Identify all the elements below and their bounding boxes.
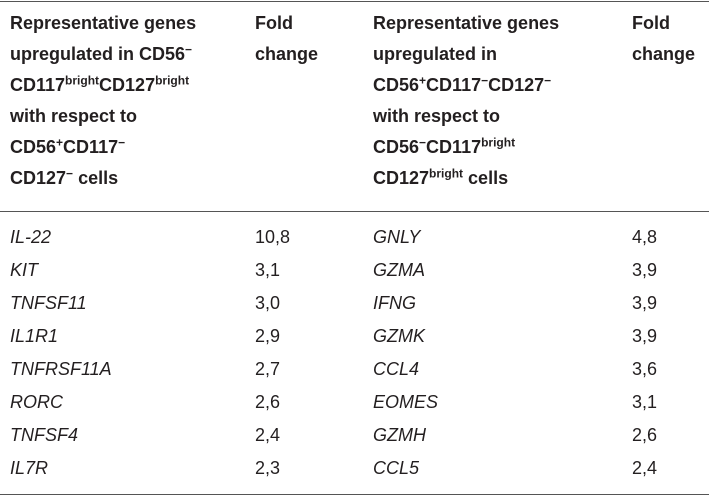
- fold-change: 2,6: [632, 425, 658, 445]
- header-text: CD127: [488, 75, 545, 95]
- bottom-rule: [0, 494, 709, 495]
- table-row: TNFSF4 2,4 GZMH 2,6: [0, 419, 709, 452]
- table-row: IL7R 2,3 CCL5 2,4: [0, 452, 709, 485]
- gene-name: TNFRSF11A: [10, 359, 112, 379]
- gene-name: KIT: [10, 260, 39, 280]
- fold-change: 2,9: [255, 326, 281, 346]
- header-text: −: [185, 42, 193, 57]
- header-text: −: [66, 166, 74, 181]
- header-text: bright: [65, 73, 100, 88]
- gene-name: EOMES: [373, 392, 439, 412]
- gene-name: GZMH: [373, 425, 426, 445]
- header-rule: [0, 211, 709, 212]
- fold-change: 3,6: [632, 359, 658, 379]
- header-cell: Representative genes upregulated in CD56−…: [10, 8, 196, 194]
- gene-name: IL1R1: [10, 326, 59, 346]
- fold-change: 3,1: [632, 392, 658, 412]
- header-text: cells: [468, 168, 509, 188]
- header-text: CD56: [373, 137, 420, 157]
- header-text: CD117: [10, 75, 66, 95]
- header-text: −: [118, 135, 126, 150]
- gene-name: TNFSF4: [10, 425, 79, 445]
- fold-change: 2,7: [255, 359, 281, 379]
- fold-change: 3,9: [632, 293, 658, 313]
- fold-change: 3,9: [632, 260, 658, 280]
- fold-change: 2,6: [255, 392, 281, 412]
- header-text: bright: [155, 73, 190, 88]
- gene-name: GZMA: [373, 260, 425, 280]
- table-row: TNFSF11 3,0 IFNG 3,9: [0, 287, 709, 320]
- header-text: CD56: [373, 75, 420, 95]
- gene-name: CCL5: [373, 458, 420, 478]
- header-text: bright: [481, 135, 516, 150]
- gene-name: CCL4: [373, 359, 420, 379]
- header-text: CD127: [99, 75, 156, 95]
- header-text: CD56: [10, 137, 57, 157]
- header-text: −: [544, 73, 552, 88]
- header-text: bright: [429, 166, 464, 181]
- header-text: upregulated in CD56: [10, 44, 186, 64]
- gene-name: IFNG: [373, 293, 416, 313]
- header-text: CD127: [373, 168, 430, 188]
- fold-change: 3,0: [255, 293, 281, 313]
- table-row: TNFRSF11A 2,7 CCL4 3,6: [0, 353, 709, 386]
- header-text: Fold: [255, 13, 293, 33]
- gene-name: GZMK: [373, 326, 425, 346]
- header-text: +: [56, 135, 64, 150]
- header-text: Representative genes: [373, 13, 560, 33]
- fold-change: 2,4: [255, 425, 281, 445]
- gene-name: IL-22: [10, 227, 52, 247]
- fold-change: 4,8: [632, 227, 658, 247]
- header-text: change: [255, 44, 319, 64]
- header-text: CD117: [426, 137, 482, 157]
- table-row: IL-22 10,8 GNLY 4,8: [0, 221, 709, 254]
- header-text: with respect to: [10, 106, 138, 126]
- fold-change: 2,4: [632, 458, 658, 478]
- table-row: RORC 2,6 EOMES 3,1: [0, 386, 709, 419]
- header-text: change: [632, 44, 696, 64]
- header-text: upregulated in: [373, 44, 498, 64]
- header-text: CD127: [10, 168, 67, 188]
- header-text: CD117: [63, 137, 119, 157]
- header-text: Fold: [632, 13, 670, 33]
- header-cell: Fold change: [255, 8, 318, 70]
- table-row: KIT 3,1 GZMA 3,9: [0, 254, 709, 287]
- gene-name: RORC: [10, 392, 63, 412]
- gene-name: GNLY: [373, 227, 421, 247]
- header-cell: Fold change: [632, 8, 695, 70]
- table-row: IL1R1 2,9 GZMK 3,9: [0, 320, 709, 353]
- header-text: −: [419, 135, 427, 150]
- fold-change: 2,3: [255, 458, 281, 478]
- fold-change: 3,1: [255, 260, 281, 280]
- top-rule: [0, 1, 709, 2]
- header-text: with respect to: [373, 106, 501, 126]
- header-text: cells: [78, 168, 119, 188]
- header-cell: Representative genes upregulated in CD56+C…: [373, 8, 559, 194]
- gene-name: TNFSF11: [10, 293, 87, 313]
- header-text: CD117: [426, 75, 482, 95]
- gene-name: IL7R: [10, 458, 49, 478]
- header-text: −: [481, 73, 489, 88]
- fold-change: 3,9: [632, 326, 658, 346]
- header-text: Representative genes: [10, 13, 197, 33]
- header-text: +: [419, 73, 427, 88]
- fold-change: 10,8: [255, 227, 291, 247]
